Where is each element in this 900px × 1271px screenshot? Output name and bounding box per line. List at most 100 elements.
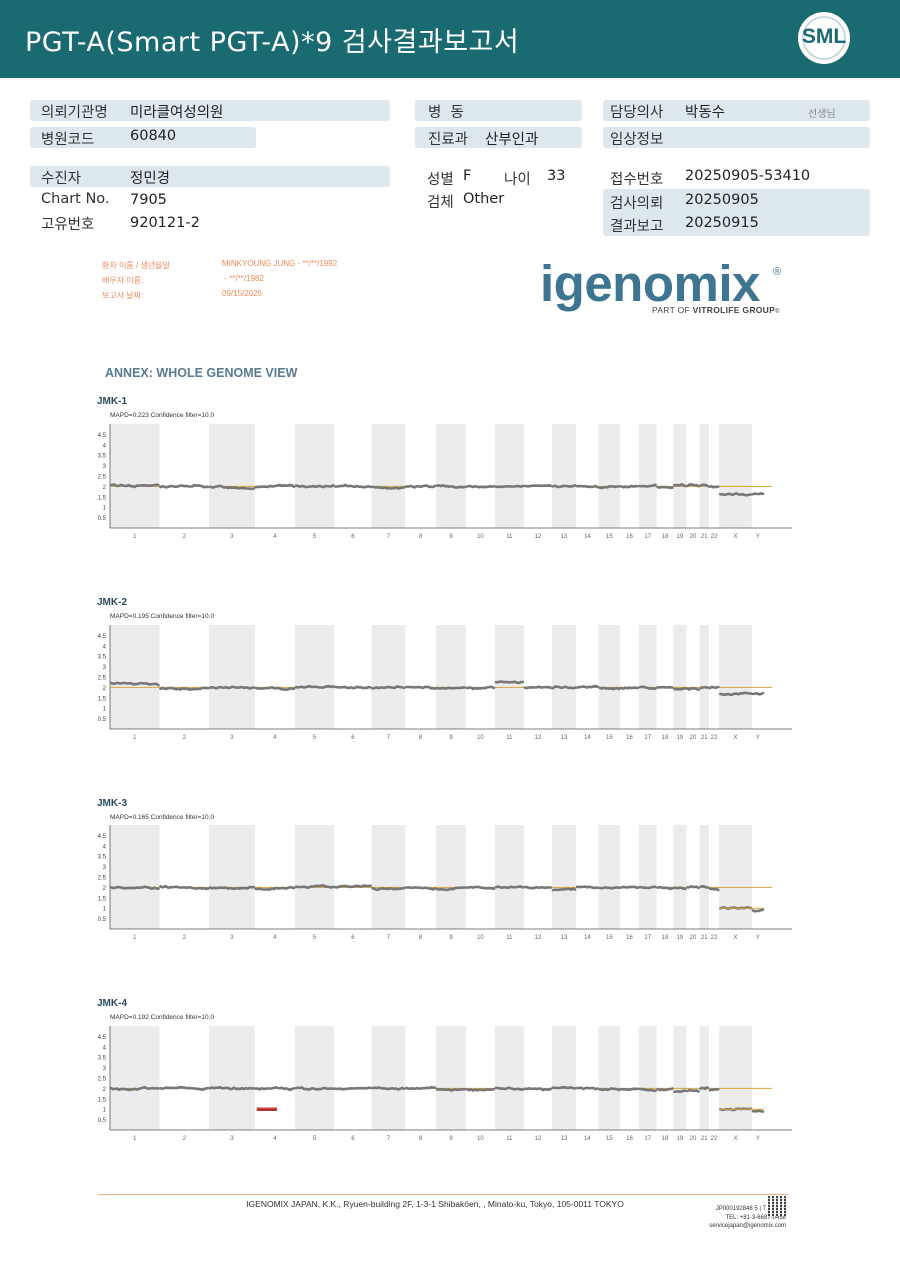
x-tick-label-17: 17 (644, 935, 651, 941)
copy-number-trace-7 (371, 886, 406, 891)
chromosome-band-1 (110, 1026, 160, 1130)
x-tick-label-4: 4 (273, 1136, 277, 1142)
request-report-box (603, 189, 870, 236)
x-tick-label-15: 15 (606, 935, 613, 941)
copy-number-trace-22 (708, 887, 720, 892)
copy-number-trace-15 (598, 686, 621, 691)
chromosome-band-19 (673, 625, 687, 729)
privacy-label-3: 보고서 날짜: (102, 291, 144, 300)
copy-number-trace-2 (159, 885, 210, 891)
y-tick-label: 4 (103, 844, 107, 850)
y-tick-label: 2 (103, 686, 107, 692)
y-tick-label: 1 (103, 506, 107, 512)
copy-number-trace-20 (686, 885, 700, 890)
y-tick-label: 3 (103, 464, 107, 470)
x-tick-label-20: 20 (690, 735, 697, 741)
department-value: 산부인과 (485, 132, 539, 148)
x-tick-label-2: 2 (183, 935, 187, 941)
copy-number-trace-3 (208, 484, 256, 491)
x-tick-label-1: 1 (133, 1136, 137, 1142)
x-tick-label-2: 2 (183, 735, 187, 741)
chart-title-2: JMK-2 (97, 597, 128, 608)
y-tick-label: 4.5 (98, 1035, 107, 1041)
copy-number-trace-20 (686, 483, 700, 488)
copy-number-trace-5 (294, 684, 335, 689)
copy-number-trace-9 (435, 886, 467, 892)
chromosome-band-11 (494, 625, 524, 729)
x-tick-label-8: 8 (419, 1136, 423, 1142)
x-tick-label-18: 18 (662, 534, 669, 540)
chromosome-band-3 (209, 825, 255, 929)
x-tick-label-13: 13 (561, 735, 568, 741)
patient-value: 정민경 (130, 171, 171, 187)
report-title: PGT-A(Smart PGT-A)*9 검사결과보고서 (25, 27, 520, 58)
y-tick-label: 1.5 (98, 896, 107, 902)
chromosome-band-X (719, 424, 752, 528)
copy-number-trace-15 (598, 485, 621, 490)
report-label: 결과보고 (610, 219, 664, 235)
copy-number-trace-12 (523, 885, 553, 890)
x-tick-label-3: 3 (230, 935, 234, 941)
footer-code: JP000192848 5 | 7 (715, 1206, 766, 1212)
copy-number-trace-2 (159, 1085, 210, 1092)
copy-number-trace-6 (333, 483, 372, 489)
copy-number-trace-16 (619, 1087, 640, 1092)
x-tick-label-9: 9 (449, 534, 453, 540)
x-tick-label-3: 3 (230, 534, 234, 540)
copy-number-trace-9 (435, 1087, 467, 1092)
copy-number-trace-13 (551, 484, 577, 489)
chromosome-band-X (719, 825, 752, 929)
x-tick-label-5: 5 (313, 935, 317, 941)
x-tick-label-6: 6 (351, 1136, 355, 1142)
copy-number-trace-19 (673, 1089, 687, 1094)
y-tick-label: 4 (103, 443, 107, 449)
institution-value: 미라클여성의원 (130, 105, 224, 121)
x-tick-label-15: 15 (606, 1136, 613, 1142)
y-tick-label: 1 (103, 707, 107, 713)
copy-number-trace-1 (109, 1085, 160, 1092)
chromosome-band-13 (551, 424, 577, 528)
x-tick-label-6: 6 (351, 935, 355, 941)
chromosome-band-15 (598, 1026, 621, 1130)
unique-id-value: 920121-2 (130, 215, 200, 231)
y-tick-label: 2 (103, 485, 107, 491)
chart-no-value: 7905 (130, 192, 167, 208)
chromosome-band-7 (371, 625, 406, 729)
y-tick-label: 4.5 (98, 834, 107, 840)
x-tick-label-7: 7 (387, 1136, 391, 1142)
x-tick-label-18: 18 (662, 935, 669, 941)
x-tick-label-8: 8 (419, 534, 423, 540)
copy-number-trace-14 (575, 684, 599, 689)
x-tick-label-22: 22 (711, 1136, 718, 1142)
x-tick-label-21: 21 (701, 935, 708, 941)
copy-number-trace-12 (523, 483, 553, 488)
chromosome-band-5 (294, 424, 335, 528)
chromosome-band-3 (209, 424, 255, 528)
x-tick-label-7: 7 (387, 735, 391, 741)
copy-number-trace-4 (254, 483, 296, 489)
request-label: 검사의뢰 (610, 196, 664, 212)
copy-number-trace-1 (109, 483, 160, 489)
copy-number-trace-16 (619, 686, 640, 690)
tagline-group: VITROLIFE GROUP (692, 305, 776, 315)
x-tick-label-12: 12 (535, 935, 542, 941)
request-value: 20250905 (685, 192, 759, 208)
copy-number-trace-7 (371, 1086, 406, 1091)
copy-number-trace-18 (656, 485, 674, 490)
chromosome-band-21 (699, 625, 709, 729)
y-tick-label: 1.5 (98, 696, 107, 702)
chromosome-band-9 (436, 424, 466, 528)
chromosome-band-11 (494, 1026, 524, 1130)
x-tick-label-20: 20 (690, 1136, 697, 1142)
y-tick-label: 2 (103, 886, 107, 892)
y-tick-label: 0.5 (98, 1118, 107, 1124)
chromosome-band-15 (598, 424, 621, 528)
specimen-label: 검체 (427, 195, 454, 211)
y-tick-label: 2 (103, 1087, 107, 1093)
chromosome-band-19 (673, 424, 687, 528)
ward-row (415, 100, 582, 121)
chromosome-band-13 (551, 625, 577, 729)
x-tick-label-14: 14 (584, 735, 591, 741)
x-tick-label-12: 12 (535, 1136, 542, 1142)
copy-number-trace-Y (751, 1109, 765, 1113)
